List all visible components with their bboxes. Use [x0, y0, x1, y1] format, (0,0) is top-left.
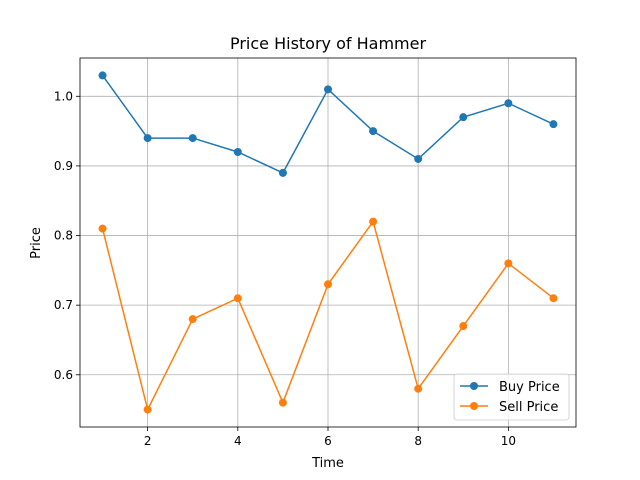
- y-axis-label: Price: [29, 227, 44, 259]
- legend-items: Buy Price Sell Price: [460, 380, 560, 415]
- sell-price-point: [459, 322, 468, 331]
- buy-price-point: [143, 134, 152, 143]
- x-axis-label: Time: [311, 456, 344, 471]
- sell-price-point: [98, 224, 107, 233]
- sell-price-point: [233, 294, 242, 303]
- chart-title: Price History of Hammer: [230, 34, 426, 53]
- buy-price-legend-label: Buy Price: [499, 380, 560, 395]
- buy-price-point: [278, 168, 287, 177]
- sell-price-point: [188, 315, 197, 324]
- sell-price-point: [278, 398, 287, 407]
- sell-price-point: [414, 384, 423, 393]
- buy-price-point: [98, 71, 107, 80]
- x-tick-label: 2: [144, 434, 152, 448]
- legend: Buy Price Sell Price: [453, 373, 570, 421]
- y-tick-label: 0.6: [54, 368, 73, 382]
- y-tick-label: 0.8: [54, 229, 73, 243]
- buy-price-point: [459, 113, 468, 122]
- buy-price-point: [504, 99, 513, 108]
- sell-price-point: [143, 405, 152, 414]
- y-tick-label: 0.9: [54, 159, 73, 173]
- buy-price-legend-marker: [470, 382, 478, 390]
- sell-price-point: [369, 217, 378, 226]
- buy-price-point: [233, 147, 242, 156]
- sell-price-legend-label: Sell Price: [499, 400, 558, 415]
- tick-layer: 2 4 6 8 10 0.6 0.7 0.8 0.9 1.0: [54, 89, 516, 448]
- x-tick-label: 8: [414, 434, 422, 448]
- y-tick-label: 0.7: [54, 298, 73, 312]
- buy-price-point: [549, 120, 558, 129]
- sell-price-point: [549, 294, 558, 303]
- x-tick-label: 6: [324, 434, 332, 448]
- buy-price-point: [414, 154, 423, 163]
- buy-price-point: [188, 134, 197, 143]
- buy-price-point: [369, 127, 378, 136]
- sell-price-point: [324, 280, 332, 289]
- x-tick-label: 4: [234, 434, 242, 448]
- y-tick-label: 1.0: [54, 89, 73, 103]
- sell-price-legend-marker: [470, 402, 478, 410]
- series-layer: [98, 71, 558, 414]
- grid-layer: [80, 58, 576, 427]
- buy-price-point: [324, 85, 332, 94]
- sell-price-point: [504, 259, 513, 268]
- x-tick-label: 10: [501, 434, 516, 448]
